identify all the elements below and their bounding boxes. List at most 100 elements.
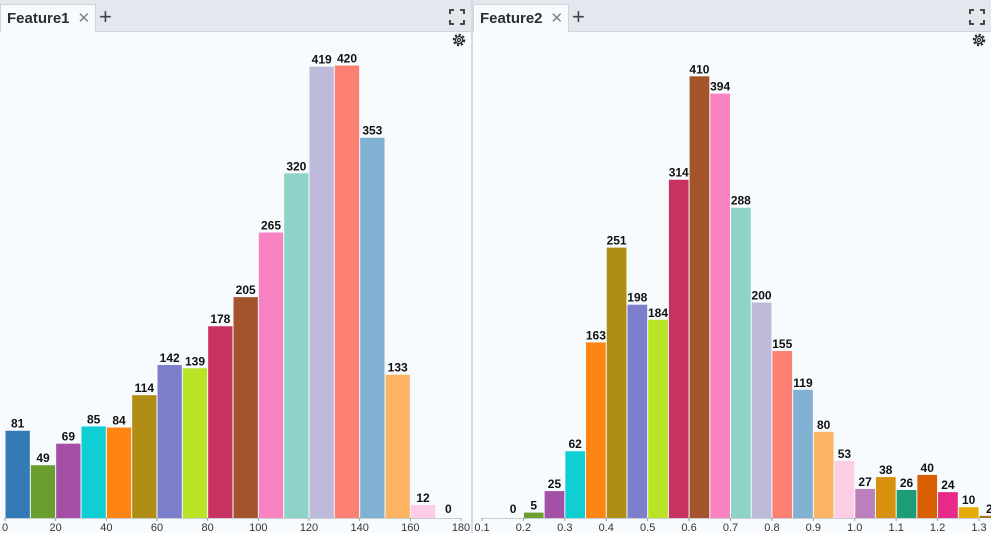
histogram-bar[interactable] [523, 512, 544, 518]
histogram-bar[interactable] [132, 395, 157, 518]
expand-icon[interactable] [448, 8, 466, 26]
x-tick-label: 120 [300, 522, 318, 533]
bar-value-label: 205 [236, 283, 256, 297]
bar-value-label: 26 [900, 476, 914, 490]
histogram-bar[interactable] [410, 505, 436, 518]
histogram-bar[interactable] [855, 488, 875, 518]
x-tick-label: 1.2 [930, 522, 945, 533]
bar-value-label: 133 [388, 361, 408, 375]
bar-value-label: 5 [530, 499, 537, 513]
bar-value-label: 178 [210, 312, 230, 326]
histogram-bar[interactable] [208, 326, 233, 518]
bar-value-label: 2 [986, 502, 991, 516]
histogram-bar[interactable] [772, 351, 793, 518]
histogram-bar[interactable] [157, 365, 182, 518]
histogram-bar[interactable] [565, 451, 586, 518]
histogram-bar[interactable] [334, 65, 360, 518]
bar-value-label: 38 [879, 463, 893, 477]
bar-value-label: 419 [312, 53, 332, 67]
gear-icon[interactable] [451, 32, 467, 48]
x-tick-label: 1.1 [889, 522, 904, 533]
bar-value-label: 25 [548, 477, 562, 491]
histogram-bar[interactable] [586, 342, 606, 518]
histogram-bar[interactable] [385, 374, 410, 518]
bar-value-label: 119 [793, 376, 813, 390]
x-tick-label: 0.6 [681, 522, 696, 533]
histogram-bar[interactable] [284, 173, 309, 519]
gear-icon[interactable] [971, 32, 987, 48]
x-tick-label: 0.5 [640, 522, 655, 533]
histogram-bar[interactable] [233, 297, 258, 518]
histogram-bar[interactable] [938, 492, 958, 518]
histogram-bar[interactable] [834, 460, 855, 518]
histogram-bar[interactable] [751, 302, 772, 518]
bar-value-label: 0 [445, 502, 452, 516]
x-tick-label: 1.3 [971, 522, 986, 533]
histogram-bar[interactable] [182, 368, 208, 518]
add-tab-icon[interactable]: + [99, 4, 112, 29]
close-icon[interactable]: ✕ [77, 10, 91, 27]
histogram-bar[interactable] [30, 465, 56, 518]
histogram-bar[interactable] [710, 93, 730, 519]
histogram-bar[interactable] [793, 389, 813, 518]
histogram-bar[interactable] [958, 507, 979, 518]
histogram-bar[interactable] [544, 491, 565, 518]
x-tick-label: 100 [249, 522, 267, 533]
bar-value-label: 10 [962, 493, 976, 507]
histogram-bar[interactable] [81, 426, 106, 518]
bar-value-label: 314 [669, 166, 689, 180]
add-tab-icon[interactable]: + [572, 4, 585, 29]
histogram-bar[interactable] [648, 319, 668, 518]
bar-value-label: 114 [135, 381, 155, 395]
bar-value-label: 85 [87, 412, 101, 426]
tab-label: Feature1 [7, 10, 70, 27]
bar-value-label: 420 [337, 52, 357, 66]
tab-feature1[interactable]: Feature1 ✕ [0, 4, 96, 32]
histogram-bar[interactable] [360, 137, 385, 519]
x-tick-label: 80 [202, 522, 214, 533]
expand-icon[interactable] [968, 8, 986, 26]
panel-divider[interactable] [471, 0, 473, 533]
bar-value-label: 80 [817, 418, 831, 432]
bar-value-label: 353 [362, 124, 382, 138]
histogram-bar[interactable] [56, 443, 81, 518]
histogram-bar[interactable] [896, 489, 917, 518]
histogram-bar[interactable] [5, 430, 30, 518]
tab-feature2[interactable]: Feature2 ✕ [473, 4, 569, 32]
tab-label: Feature2 [480, 10, 543, 27]
close-icon[interactable]: ✕ [550, 10, 564, 27]
histogram-bar[interactable] [668, 179, 689, 518]
histogram-bar[interactable] [606, 247, 627, 518]
histogram-bar[interactable] [106, 427, 132, 518]
bar-value-label: 142 [160, 351, 180, 365]
bar-value-label: 394 [710, 80, 730, 94]
histogram-bar[interactable] [979, 515, 991, 518]
bar-value-label: 27 [858, 475, 872, 489]
x-tick-label: 140 [350, 522, 368, 533]
bar-value-label: 53 [838, 447, 852, 461]
histogram-bar[interactable] [258, 232, 284, 519]
histogram-chart-feature1: 81 49 69 85 84 114 142 139 178 205 265 320 419 420 353… [2, 52, 470, 533]
x-tick-label: 1.0 [847, 522, 862, 533]
bar-value-label: 12 [416, 491, 430, 505]
x-tick-label: 0.8 [764, 522, 779, 533]
bar-value-label: 288 [731, 194, 751, 208]
bar-value-label: 84 [112, 414, 126, 428]
x-tick-label: 0 [2, 522, 8, 533]
x-tick-label: 180 [452, 522, 470, 533]
bar-value-label: 251 [607, 234, 627, 248]
x-tick-label: 0.3 [557, 522, 572, 533]
histogram-bar[interactable] [731, 207, 751, 518]
histogram-bar[interactable] [875, 477, 896, 518]
bar-value-label: 69 [62, 430, 76, 444]
histogram-bar[interactable] [309, 66, 334, 518]
histogram-bar[interactable] [689, 76, 710, 519]
bar-value-label: 200 [752, 289, 772, 303]
histogram-bar[interactable] [917, 474, 938, 518]
histogram-bar[interactable] [627, 304, 648, 518]
tab-bar: Feature2 ✕ + [473, 0, 991, 32]
bar-value-label: 40 [921, 461, 935, 475]
histogram-bar[interactable] [813, 431, 834, 518]
tab-bar: Feature1 ✕ + [0, 0, 471, 32]
x-tick-label: 20 [50, 522, 62, 533]
